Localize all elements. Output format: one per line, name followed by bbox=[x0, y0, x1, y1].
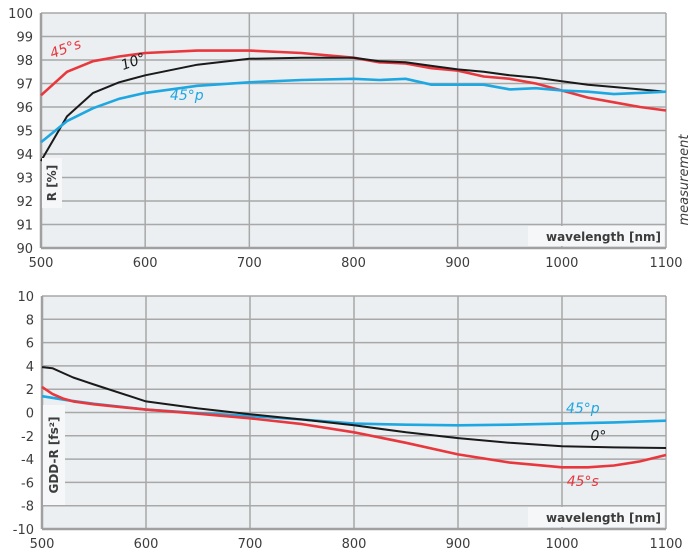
y-tick-label: -10 bbox=[13, 523, 34, 538]
y-tick-label: -8 bbox=[21, 500, 34, 515]
y-tick-label: 96 bbox=[16, 101, 33, 116]
y-tick-label: 93 bbox=[16, 172, 33, 187]
series-annotation: 10° bbox=[119, 50, 148, 74]
y-tick-label: 91 bbox=[16, 219, 33, 234]
y-axis-title: GDD-R [fs²] bbox=[47, 417, 61, 494]
x-tick-label: 600 bbox=[134, 537, 159, 552]
series-line-45p bbox=[40, 77, 667, 144]
x-axis-title-box bbox=[528, 226, 664, 246]
y-tick-label: 6 bbox=[26, 337, 34, 352]
series-line-0 bbox=[41, 366, 667, 449]
y-tick-label: -2 bbox=[21, 430, 34, 445]
y-tick-label: 98 bbox=[16, 54, 33, 69]
x-axis-title: wavelength [nm] bbox=[546, 511, 661, 525]
y-tick-label: 94 bbox=[16, 148, 33, 163]
x-tick-label: 800 bbox=[342, 537, 367, 552]
y-tick-label: 95 bbox=[16, 125, 33, 140]
series-line-45s bbox=[40, 49, 667, 112]
y-axis-title-box bbox=[43, 405, 65, 505]
x-tick-label: 700 bbox=[237, 256, 262, 271]
y-tick-label: 10 bbox=[17, 290, 34, 305]
x-tick-label: 600 bbox=[133, 256, 158, 271]
x-tick-label: 900 bbox=[445, 256, 470, 271]
x-tick-label: 900 bbox=[446, 537, 471, 552]
y-tick-label: 0 bbox=[26, 407, 34, 422]
x-tick-label: 1000 bbox=[545, 256, 578, 271]
y-tick-label: 90 bbox=[16, 242, 33, 257]
measurement-note: measurement bbox=[677, 134, 692, 226]
y-tick-label: 2 bbox=[26, 383, 34, 398]
x-axis-title-box bbox=[528, 507, 664, 527]
series-annotation: 0° bbox=[590, 428, 606, 444]
y-tick-label: 99 bbox=[16, 31, 33, 46]
x-tick-label: 500 bbox=[29, 256, 54, 271]
x-tick-label: 1100 bbox=[649, 256, 682, 271]
x-axis-title: wavelength [nm] bbox=[546, 230, 661, 244]
y-axis-title: R [%] bbox=[45, 165, 59, 201]
x-tick-label: 500 bbox=[30, 537, 55, 552]
y-axis-title-box bbox=[42, 158, 62, 208]
y-tick-label: 8 bbox=[26, 313, 34, 328]
x-tick-label: 1100 bbox=[649, 537, 682, 552]
series-annotation: 45°p bbox=[566, 401, 600, 417]
y-tick-label: 4 bbox=[26, 360, 34, 375]
x-tick-label: 1000 bbox=[545, 537, 578, 552]
series-line-45s bbox=[41, 385, 667, 469]
y-tick-label: -4 bbox=[21, 453, 34, 468]
x-tick-label: 800 bbox=[341, 256, 366, 271]
series-annotation: 45°s bbox=[567, 474, 599, 490]
y-tick-label: 97 bbox=[16, 78, 33, 93]
y-tick-label: 100 bbox=[8, 7, 33, 22]
y-tick-label: 92 bbox=[16, 195, 33, 210]
x-tick-label: 700 bbox=[238, 537, 263, 552]
series-annotation: 45°p bbox=[170, 88, 204, 104]
series-line-10 bbox=[40, 56, 667, 162]
y-tick-label: -6 bbox=[21, 476, 34, 491]
